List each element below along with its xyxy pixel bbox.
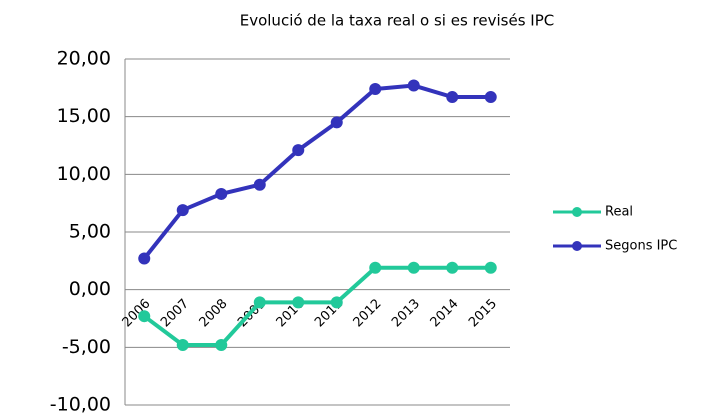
point	[330, 296, 343, 309]
y-tick-label: 10,00	[57, 163, 111, 185]
point	[138, 310, 151, 323]
legend-label: Segons IPC	[605, 239, 677, 254]
y-tick-label: -5,00	[62, 336, 111, 358]
point	[292, 144, 305, 157]
y-tick-label: 15,00	[57, 105, 111, 127]
point	[253, 296, 266, 309]
point	[292, 296, 305, 309]
point	[407, 79, 420, 92]
point	[369, 82, 382, 95]
line-series	[143, 265, 491, 348]
legend-marker	[572, 207, 582, 217]
y-tick-label: 5,00	[69, 221, 111, 243]
point	[484, 91, 497, 104]
x-tick-label: 2015	[466, 296, 500, 330]
point	[330, 116, 343, 129]
point	[138, 252, 151, 265]
x-tick-label: 2007	[158, 296, 192, 330]
x-tick-label: 2014	[428, 296, 462, 330]
point	[215, 187, 228, 200]
point	[484, 261, 497, 274]
legend-label: Real	[605, 205, 633, 220]
y-tick-label: 20,00	[57, 48, 111, 70]
y-tick-label: 0,00	[69, 278, 111, 300]
point	[446, 261, 459, 274]
x-tick-label: 2012	[351, 296, 385, 330]
point	[176, 339, 189, 352]
legend-marker	[572, 241, 582, 251]
point	[446, 91, 459, 104]
point	[407, 261, 420, 274]
y-tick-label: -10,00	[50, 394, 111, 413]
point	[176, 204, 189, 217]
point	[253, 178, 266, 191]
point	[215, 339, 228, 352]
chart-title: Evolució de la taxa real o si es revisés…	[240, 12, 555, 30]
line-series	[142, 83, 491, 260]
x-tick-label: 2008	[197, 296, 231, 330]
point	[369, 261, 382, 274]
x-tick-label: 2013	[389, 296, 423, 330]
